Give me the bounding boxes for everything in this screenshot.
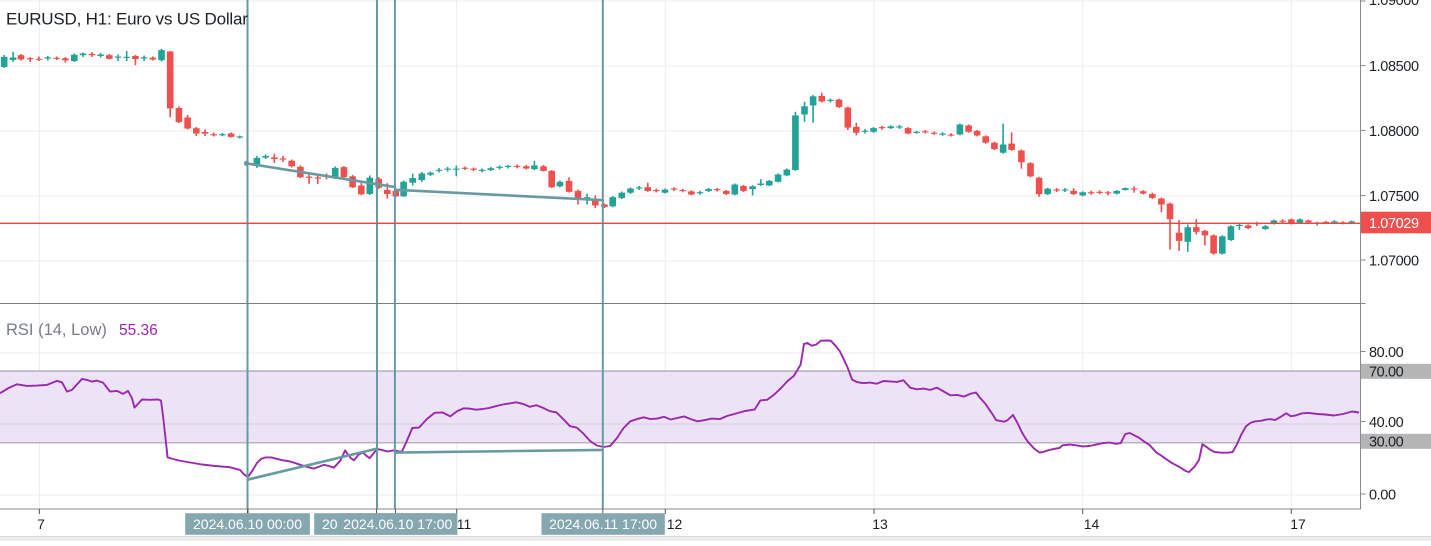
svg-text:70.00: 70.00: [1369, 365, 1404, 381]
svg-text:13: 13: [872, 516, 888, 532]
svg-text:40.00: 40.00: [1369, 415, 1404, 431]
svg-text:0.00: 0.00: [1369, 487, 1396, 503]
svg-text:1.07000: 1.07000: [1369, 253, 1419, 269]
svg-text:1.07029: 1.07029: [1369, 216, 1419, 232]
svg-text:1.09000: 1.09000: [1369, 0, 1419, 9]
svg-text:17: 17: [1290, 516, 1306, 532]
svg-text:55.36: 55.36: [119, 322, 158, 339]
svg-text:2024.06.10 00:00: 2024.06.10 00:00: [193, 516, 302, 532]
svg-text:1.07500: 1.07500: [1369, 189, 1419, 205]
svg-text:14: 14: [1084, 516, 1100, 532]
svg-text:11: 11: [457, 516, 472, 532]
svg-text:2024.06.11 17:00: 2024.06.11 17:00: [549, 516, 657, 532]
svg-text:EURUSD, H1: Euro vs US Dollar: EURUSD, H1: Euro vs US Dollar: [6, 10, 248, 29]
svg-text:7: 7: [37, 516, 45, 532]
svg-text:2024.06.10 17:00: 2024.06.10 17:00: [343, 516, 452, 532]
svg-text:1.08000: 1.08000: [1369, 124, 1419, 140]
svg-text:80.00: 80.00: [1369, 345, 1404, 361]
svg-text:1.08500: 1.08500: [1369, 59, 1419, 75]
svg-text:30.00: 30.00: [1369, 435, 1404, 451]
svg-text:RSI (14, Low): RSI (14, Low): [6, 321, 107, 339]
svg-text:12: 12: [667, 516, 683, 532]
